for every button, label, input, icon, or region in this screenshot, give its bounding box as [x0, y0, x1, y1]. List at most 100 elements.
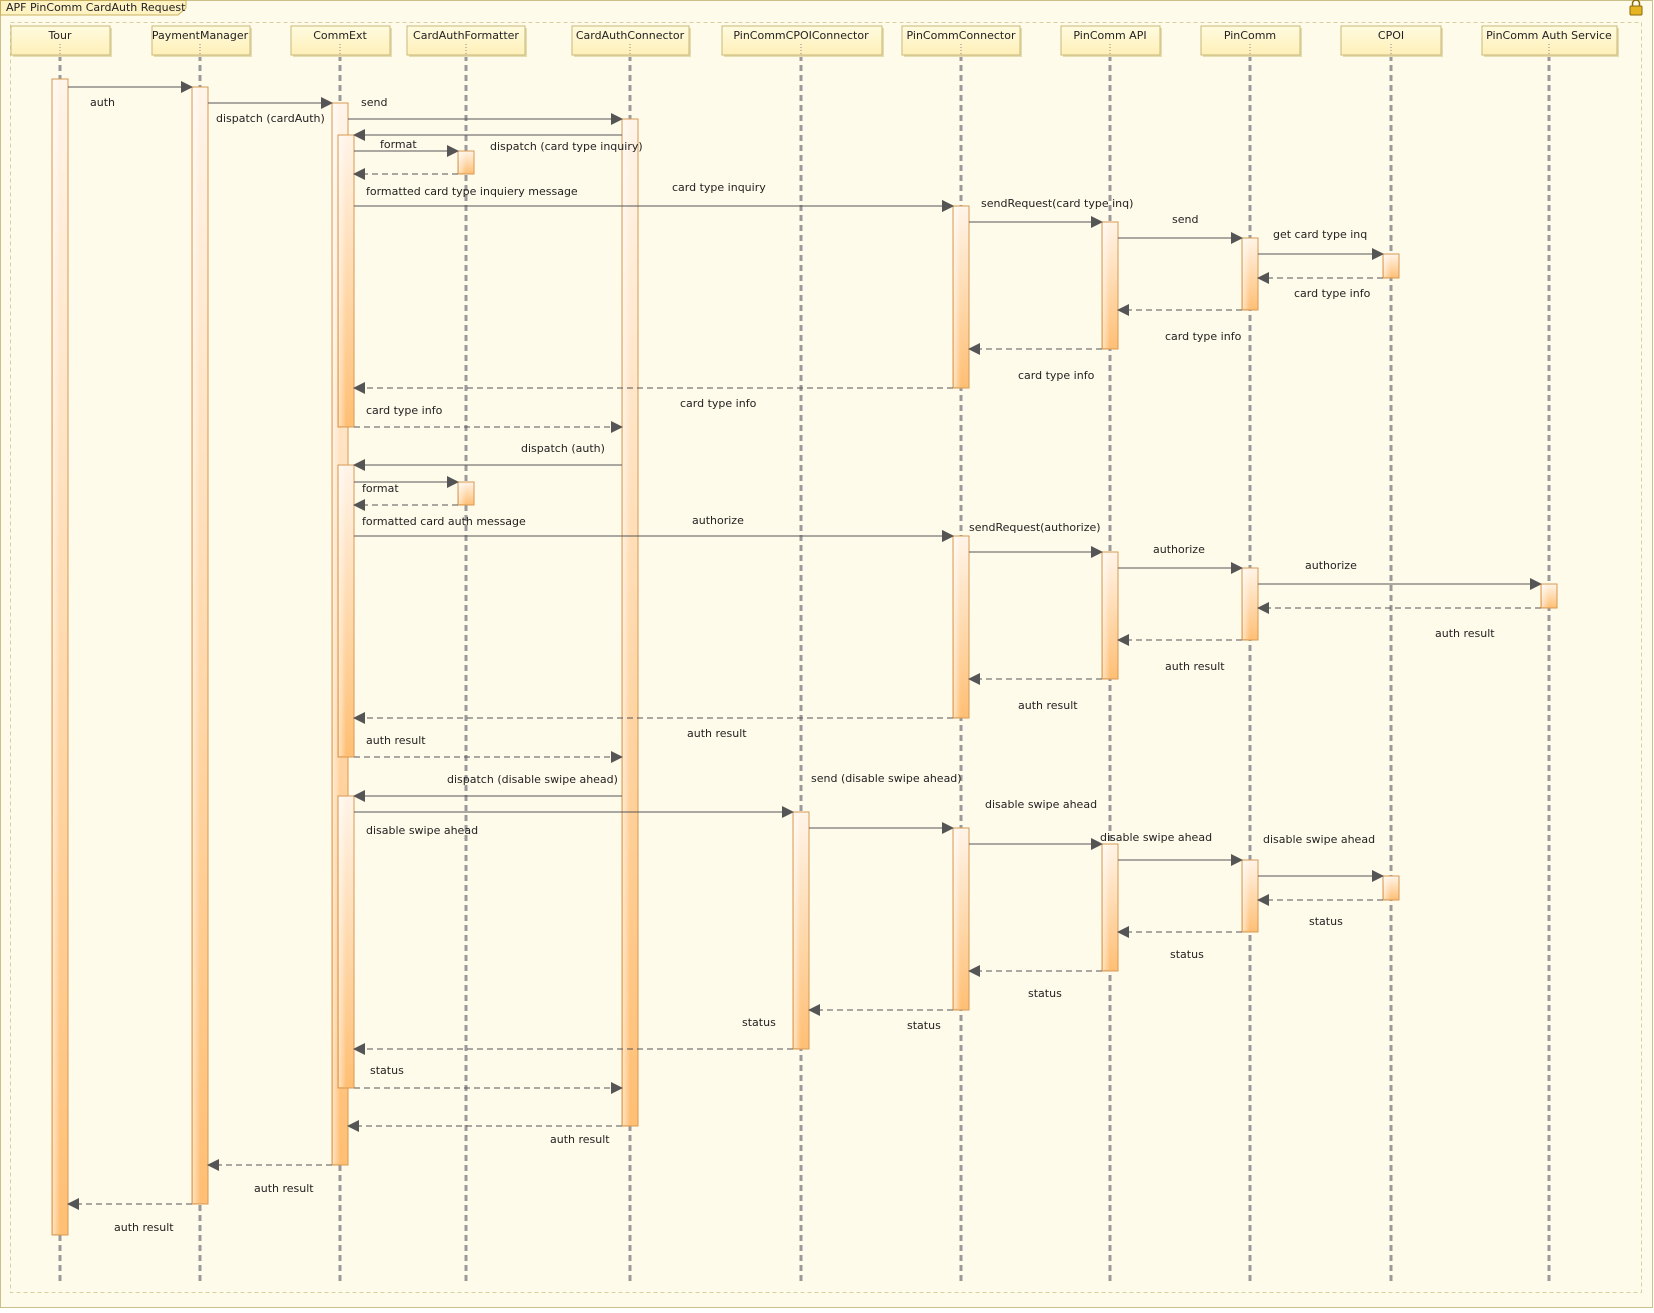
message-label: status: [1309, 915, 1343, 928]
message-12[interactable]: card type info: [1257, 272, 1383, 300]
message-label: sendRequest(card type inq): [981, 197, 1133, 210]
participant-name: CommExt: [313, 29, 367, 42]
message-28[interactable]: auth result: [353, 712, 953, 740]
message-label: authorize: [692, 514, 744, 527]
activation-bar: [337, 134, 355, 428]
message-label: dispatch (card type inquiry): [490, 140, 643, 153]
message-8[interactable]: card type inquiry: [622, 181, 954, 212]
message-27[interactable]: auth result: [968, 673, 1102, 712]
participant-tour[interactable]: Tour: [10, 25, 112, 57]
message-16[interactable]: card type info: [354, 404, 623, 433]
message-label: send (disable swipe ahead): [811, 772, 962, 785]
participant-cardauthformatter[interactable]: CardAuthFormatter: [406, 25, 527, 57]
participant-box: [151, 25, 251, 56]
participant-pincommapi[interactable]: PinComm API: [1060, 25, 1162, 57]
participant-name: PinCommCPOIConnector: [733, 29, 869, 42]
inner-frame: [10, 22, 1642, 1293]
participant-cardauthconnector[interactable]: CardAuthConnector: [571, 25, 691, 57]
message-14[interactable]: card type info: [968, 343, 1102, 382]
message-21[interactable]: authorize: [622, 514, 954, 542]
message-13[interactable]: card type info: [1117, 304, 1242, 343]
message-24[interactable]: authorize: [1258, 559, 1542, 590]
activation-bar: [1382, 875, 1400, 901]
message-43[interactable]: auth result: [207, 1159, 332, 1195]
participant-cpoi[interactable]: CPOI: [1340, 25, 1443, 57]
message-label: auth result: [1165, 660, 1225, 673]
participant-commext[interactable]: CommExt: [290, 25, 392, 57]
participant-name: PinComm: [1224, 29, 1276, 42]
message-label: card type info: [1018, 369, 1095, 382]
message-label: authorize: [1305, 559, 1357, 572]
message-36[interactable]: status: [1257, 894, 1383, 928]
message-5[interactable]: format: [354, 138, 459, 157]
message-41[interactable]: status: [354, 1064, 623, 1094]
message-label: status: [907, 1019, 941, 1032]
participant-pincommcpoiconnector[interactable]: PinCommCPOIConnector: [721, 25, 884, 57]
participant-pincommauthservice[interactable]: PinComm Auth Service: [1481, 25, 1619, 57]
activation-bar: [1540, 583, 1558, 609]
message-11[interactable]: get card type inq: [1258, 228, 1384, 260]
message-30[interactable]: dispatch (disable swipe ahead): [353, 773, 622, 802]
participant-name: Tour: [47, 29, 72, 42]
message-35[interactable]: disable swipe ahead: [1258, 833, 1384, 882]
message-label: format: [362, 482, 399, 495]
message-4[interactable]: dispatch (card type inquiry): [353, 129, 643, 153]
message-label: dispatch (auth): [521, 442, 605, 455]
activation-bar: [337, 795, 355, 1089]
message-label: format: [380, 138, 417, 151]
message-38[interactable]: status: [968, 965, 1102, 1000]
message-label: status: [1028, 987, 1062, 1000]
activation-bar: [621, 118, 639, 1127]
message-26[interactable]: auth result: [1117, 634, 1242, 673]
activation-bar: [952, 205, 970, 389]
message-25[interactable]: auth result: [1257, 602, 1541, 640]
message-31[interactable]: disable swipe ahead: [354, 806, 794, 837]
message-label: auth result: [1018, 699, 1078, 712]
message-22[interactable]: sendRequest(authorize): [969, 521, 1103, 558]
activation-bar: [1241, 859, 1259, 933]
activation-bar: [191, 86, 209, 1205]
participant-name: PinComm Auth Service: [1486, 29, 1612, 42]
message-18[interactable]: format: [354, 476, 459, 495]
message-15[interactable]: card type info: [353, 382, 953, 410]
message-label: disable swipe ahead: [1100, 831, 1212, 844]
message-37[interactable]: status: [1117, 926, 1242, 961]
title-tab: [0, 0, 187, 16]
participant-name: CPOI: [1378, 29, 1404, 42]
message-label: card type info: [366, 404, 443, 417]
message-1[interactable]: auth: [68, 81, 193, 109]
message-42[interactable]: auth result: [347, 1120, 622, 1146]
message-34[interactable]: disable swipe ahead: [1100, 831, 1243, 866]
message-2[interactable]: dispatch (cardAuth): [208, 97, 333, 125]
message-9[interactable]: sendRequest(card type inq): [969, 197, 1133, 228]
message-label: card type inquiry: [672, 181, 766, 194]
message-label: formatted card auth message: [362, 515, 526, 528]
message-40[interactable]: status: [353, 1016, 793, 1055]
message-label: auth result: [366, 734, 426, 747]
participant-name: CardAuthConnector: [576, 29, 685, 42]
message-label: auth result: [1435, 627, 1495, 640]
activation-bar: [952, 827, 970, 1011]
message-17[interactable]: dispatch (auth): [353, 442, 622, 471]
message-33[interactable]: disable swipe ahead: [969, 798, 1103, 850]
participant-pincommconnector[interactable]: PinCommConnector: [901, 25, 1022, 57]
activation-bar: [337, 464, 355, 758]
message-10[interactable]: send: [1118, 213, 1243, 244]
participant-paymentmanager[interactable]: PaymentManager: [151, 25, 252, 57]
message-44[interactable]: auth result: [67, 1198, 192, 1234]
message-3[interactable]: send: [348, 96, 623, 125]
message-label: auth result: [114, 1221, 174, 1234]
activation-bar: [792, 811, 810, 1050]
message-39[interactable]: status: [808, 1004, 953, 1032]
message-23[interactable]: authorize: [1118, 543, 1243, 574]
message-label: auth: [90, 96, 115, 109]
participant-pincomm[interactable]: PinComm: [1200, 25, 1302, 57]
message-29[interactable]: auth result: [354, 734, 623, 763]
message-32[interactable]: send (disable swipe ahead): [809, 772, 962, 834]
participant-name: PinCommConnector: [907, 29, 1016, 42]
activation-bar: [1101, 843, 1119, 972]
activation-bar: [952, 535, 970, 719]
